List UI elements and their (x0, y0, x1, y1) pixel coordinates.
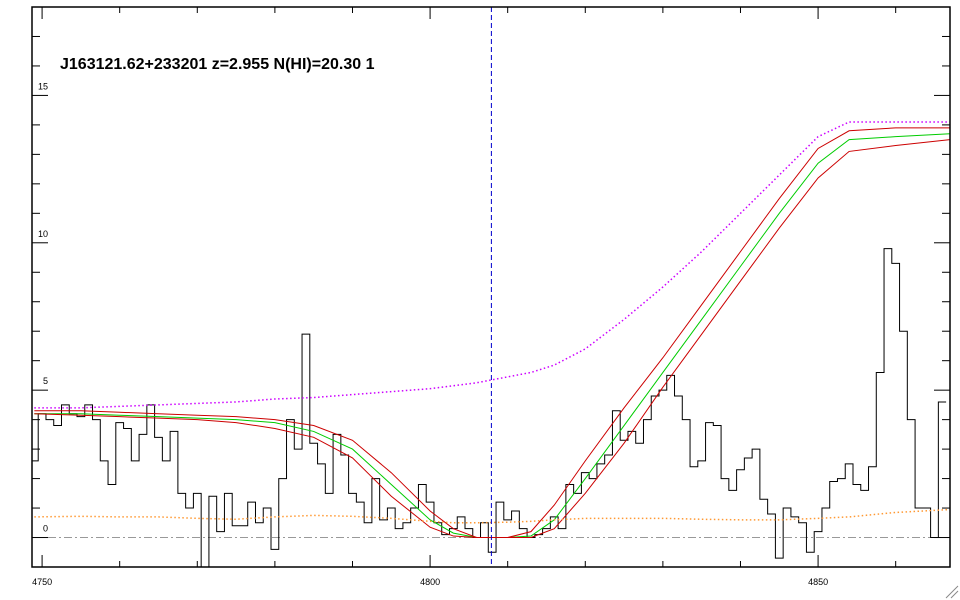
y-tick-label: 15 (38, 81, 48, 91)
x-tick-label: 4800 (420, 577, 440, 587)
frame (31, 6, 951, 568)
model-line (34, 508, 950, 524)
x-tick-label: 4750 (32, 577, 52, 587)
y-tick-label: 5 (43, 376, 48, 386)
x-tick-label: 4850 (808, 577, 828, 587)
y-tick-label: 10 (38, 229, 48, 239)
resize-handle (945, 585, 959, 599)
chart-title: J163121.62+233201 z=2.955 N(HI)=20.30 1 (60, 56, 375, 73)
model-line (34, 139, 950, 539)
plot-area (32, 7, 950, 567)
y-tick-label: 0 (43, 524, 48, 534)
